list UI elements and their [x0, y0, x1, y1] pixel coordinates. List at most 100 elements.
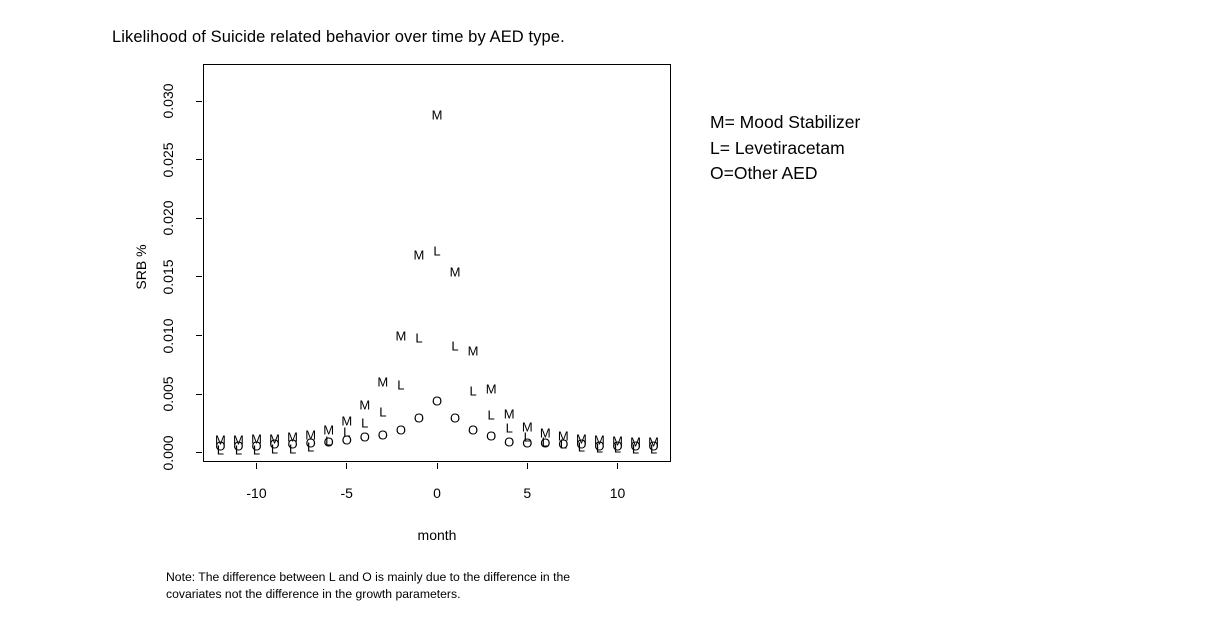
data-point-L: L — [234, 442, 243, 458]
legend-entry-other-aed: O=Other AED — [710, 163, 818, 183]
data-point-M: M — [395, 328, 407, 343]
data-point-L: L — [613, 440, 622, 456]
data-point-L: L — [415, 330, 423, 346]
y-axis-title: SRB % — [133, 244, 149, 290]
data-point-L: L — [343, 424, 351, 440]
data-point-M: M — [251, 431, 262, 447]
data-point-L: L — [487, 407, 495, 423]
data-point-L: L — [577, 439, 586, 455]
y-tick-label: 0.015 — [160, 259, 176, 295]
x-tick-label: -10 — [246, 485, 267, 501]
y-tick-label: 0.030 — [160, 83, 176, 119]
data-point-O: O — [522, 435, 533, 451]
chart-legend: M= Mood Stabilizer L= Levetiracetam O=Ot… — [710, 110, 860, 187]
data-point-L: L — [505, 420, 513, 436]
data-point-L: L — [469, 383, 477, 399]
data-point-O: O — [449, 410, 461, 426]
data-point-O: O — [431, 393, 443, 409]
y-tick-mark — [196, 159, 202, 161]
data-point-M: M — [269, 431, 280, 447]
data-point-O: O — [323, 434, 334, 450]
x-tick-label: 5 — [523, 485, 532, 501]
x-tick-mark — [346, 463, 348, 469]
data-point-O: O — [341, 432, 352, 448]
data-point-L: L — [379, 404, 387, 420]
data-point-O: O — [558, 436, 569, 452]
data-point-O: O — [594, 438, 605, 454]
data-point-O: O — [540, 435, 551, 451]
y-tick-mark — [196, 452, 202, 454]
data-point-O: O — [251, 438, 262, 454]
data-point-L: L — [595, 440, 604, 456]
data-point-M: M — [485, 381, 497, 397]
data-point-L: L — [325, 433, 333, 449]
y-tick-label: 0.000 — [160, 435, 176, 471]
data-point-O: O — [413, 410, 424, 426]
data-point-O: O — [269, 436, 280, 452]
data-point-L: L — [523, 429, 531, 445]
chart-title: Likelihood of Suicide related behavior o… — [112, 28, 565, 46]
y-tick-mark — [196, 100, 202, 102]
data-point-O: O — [648, 438, 659, 454]
y-tick-label: 0.010 — [160, 317, 176, 354]
data-point-O: O — [468, 422, 479, 438]
data-point-M: M — [557, 428, 569, 444]
data-point-M: M — [214, 432, 226, 448]
data-point-L: L — [559, 436, 567, 452]
data-point-O: O — [287, 436, 298, 452]
data-point-M: M — [233, 432, 244, 448]
data-point-M: M — [413, 247, 425, 263]
data-point-M: M — [341, 413, 353, 429]
data-point-L: L — [649, 441, 658, 457]
y-tick-mark — [196, 335, 202, 336]
data-point-O: O — [612, 438, 623, 454]
data-point-M: M — [503, 406, 515, 422]
x-tick-label: -5 — [340, 485, 353, 501]
data-point-M: M — [594, 432, 605, 448]
y-tick-label: 0.005 — [160, 376, 176, 412]
data-point-O: O — [377, 427, 388, 443]
data-point-L: L — [451, 338, 459, 354]
data-point-M: M — [287, 429, 299, 445]
data-point-M: M — [305, 427, 317, 443]
x-tick-label: 0 — [433, 485, 441, 501]
data-point-O: O — [395, 422, 406, 438]
y-tick-label: 0.020 — [160, 200, 176, 236]
data-point-O: O — [486, 428, 497, 444]
data-point-L: L — [541, 434, 549, 450]
data-point-M: M — [359, 397, 371, 413]
data-point-O: O — [504, 434, 515, 450]
legend-entry-levetiracetam: L= Levetiracetam — [710, 137, 845, 158]
footnote-line-2: covariates not the difference in the gro… — [166, 587, 461, 601]
data-point-M: M — [630, 434, 641, 450]
x-tick-mark — [617, 463, 618, 469]
footnote: Note: The difference between L and O is … — [166, 569, 570, 603]
data-point-M: M — [648, 434, 660, 450]
data-point-L: L — [631, 441, 640, 457]
y-tick-label: 0.025 — [160, 142, 176, 178]
data-point-M: M — [467, 343, 479, 359]
data-point-O: O — [215, 438, 226, 454]
data-point-L: L — [307, 439, 315, 455]
data-point-O: O — [576, 436, 587, 452]
x-tick-mark — [256, 463, 257, 469]
data-point-M: M — [575, 431, 587, 447]
x-tick-mark — [436, 463, 438, 469]
y-tick-mark — [196, 276, 202, 278]
data-point-M: M — [323, 422, 335, 438]
data-point-M: M — [377, 374, 389, 390]
data-point-M: M — [449, 264, 461, 280]
data-point-M: M — [521, 419, 533, 435]
data-point-M: M — [612, 433, 623, 449]
data-point-L: L — [361, 415, 369, 431]
footnote-line-1: Note: The difference between L and O is … — [166, 570, 571, 584]
data-point-L: L — [252, 442, 261, 458]
data-point-L: L — [270, 441, 279, 457]
data-point-O: O — [305, 435, 316, 451]
plot-area-border — [203, 64, 671, 462]
data-point-O: O — [233, 438, 244, 454]
data-point-L: L — [216, 442, 225, 458]
data-point-L: L — [433, 243, 441, 259]
data-point-L: L — [397, 377, 405, 393]
